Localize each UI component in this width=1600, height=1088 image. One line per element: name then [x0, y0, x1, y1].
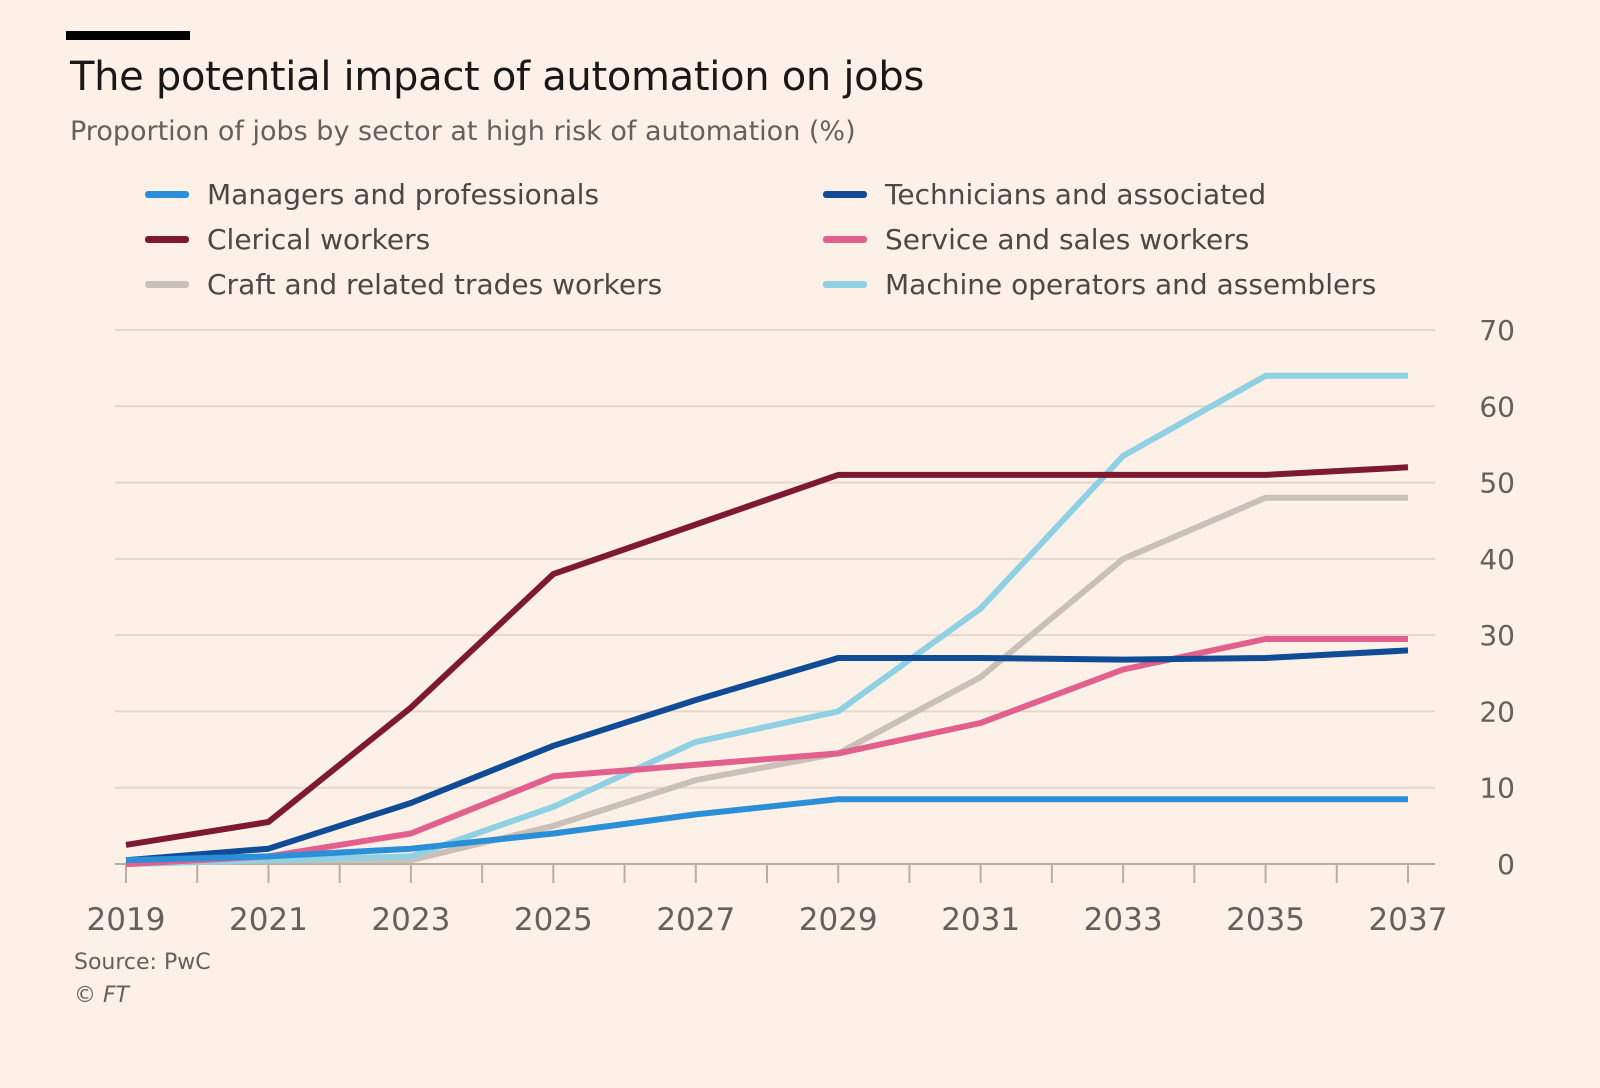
- x-axis: 2019 2021 2023 2025 2027 2029 2031 2033 2035 2037: [87, 864, 1448, 938]
- legend-label: Craft and related trades workers: [207, 267, 663, 301]
- series-line-machine-operators-and-assemblers: [125, 372, 1408, 867]
- x-tick-label-2021: 2021: [229, 902, 308, 938]
- legend-swatch: [823, 280, 867, 288]
- series-line-technicians-and-associated: [125, 647, 1409, 864]
- legend-label: Managers and professionals: [207, 177, 600, 211]
- legend: Managers and professionals Technicians an…: [145, 174, 1465, 308]
- legend-item-service-and-sales-workers: Service and sales workers: [823, 219, 1249, 259]
- x-tick-label-2031: 2031: [941, 902, 1020, 938]
- legend-swatch: [145, 280, 189, 288]
- series-line-managers-and-professionals: [125, 796, 1408, 864]
- legend-item-machine-operators-and-assemblers: Machine operators and assemblers: [823, 264, 1376, 304]
- y-tick-label-60: 60: [1479, 390, 1515, 423]
- legend-swatch: [145, 190, 189, 198]
- y-tick-label-40: 40: [1479, 543, 1515, 576]
- y-tick-label-0: 0: [1497, 848, 1515, 881]
- legend-item-managers-and-professionals: Managers and professionals: [145, 174, 599, 214]
- y-tick-label-50: 50: [1479, 467, 1515, 500]
- copyright-note: © FT: [74, 983, 130, 1008]
- legend-item-technicians-and-associated: Technicians and associated: [823, 174, 1266, 214]
- y-tick-label-10: 10: [1479, 772, 1515, 805]
- x-tick-label-2035: 2035: [1226, 902, 1305, 938]
- legend-swatch: [823, 235, 867, 243]
- legend-label: Technicians and associated: [885, 177, 1267, 211]
- x-tick-label-2033: 2033: [1084, 902, 1163, 938]
- series-lines: [125, 372, 1409, 867]
- chart-title: The potential impact of automation on jo…: [70, 54, 924, 100]
- x-tick-label-2027: 2027: [656, 902, 735, 938]
- series-line-clerical-workers: [125, 464, 1409, 848]
- y-tick-label-20: 20: [1479, 695, 1515, 728]
- y-axis: 0 10 20 30 40 50 60 70: [1479, 314, 1515, 881]
- x-tick-label-2029: 2029: [799, 902, 878, 938]
- x-tick-label-2025: 2025: [514, 902, 593, 938]
- legend-label: Service and sales workers: [885, 222, 1250, 256]
- legend-swatch: [823, 190, 867, 198]
- x-tick-label-2023: 2023: [371, 902, 450, 938]
- chart-subtitle: Proportion of jobs by sector at high ris…: [70, 116, 856, 147]
- gridlines: [115, 329, 1435, 865]
- y-tick-label-70: 70: [1479, 314, 1515, 347]
- legend-label: Machine operators and assemblers: [885, 267, 1377, 301]
- legend-item-craft-and-related-trades-workers: Craft and related trades workers: [145, 264, 662, 304]
- legend-label: Clerical workers: [207, 222, 431, 256]
- source-note: Source: PwC: [74, 950, 211, 975]
- series-line-service-and-sales-workers: [125, 636, 1408, 867]
- x-tick-label-2019: 2019: [87, 902, 166, 938]
- x-tick-label-2037: 2037: [1369, 902, 1448, 938]
- legend-swatch: [145, 235, 189, 243]
- top-rule: [66, 31, 190, 40]
- y-tick-label-30: 30: [1479, 619, 1515, 652]
- legend-item-clerical-workers: Clerical workers: [145, 219, 430, 259]
